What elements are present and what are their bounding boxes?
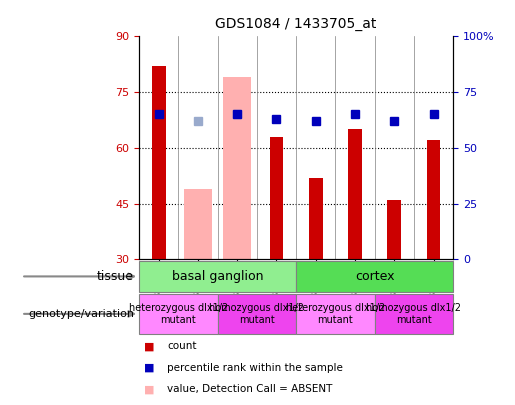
- Text: heterozygous dlx1/2
mutant: heterozygous dlx1/2 mutant: [129, 303, 228, 325]
- Text: ■: ■: [144, 363, 154, 373]
- Text: percentile rank within the sample: percentile rank within the sample: [167, 363, 344, 373]
- Bar: [139, 294, 217, 334]
- Text: genotype/variation: genotype/variation: [28, 309, 134, 319]
- Bar: [139, 261, 296, 292]
- Text: heterozygous dlx1/2
mutant: heterozygous dlx1/2 mutant: [286, 303, 385, 325]
- Text: homozygous dlx1/2
mutant: homozygous dlx1/2 mutant: [367, 303, 461, 325]
- Bar: [309, 177, 322, 259]
- Bar: [375, 294, 453, 334]
- Text: basal ganglion: basal ganglion: [172, 270, 263, 283]
- Bar: [184, 189, 212, 259]
- Text: value, Detection Call = ABSENT: value, Detection Call = ABSENT: [167, 384, 333, 394]
- Title: GDS1084 / 1433705_at: GDS1084 / 1433705_at: [215, 17, 377, 31]
- Bar: [348, 129, 362, 259]
- Bar: [270, 137, 283, 259]
- Text: homozygous dlx1/2
mutant: homozygous dlx1/2 mutant: [210, 303, 304, 325]
- Bar: [217, 294, 296, 334]
- Bar: [427, 141, 440, 259]
- Bar: [152, 66, 165, 259]
- Bar: [387, 200, 401, 259]
- Text: ■: ■: [144, 341, 154, 351]
- Text: tissue: tissue: [97, 270, 134, 283]
- Text: count: count: [167, 341, 197, 351]
- Bar: [296, 294, 375, 334]
- Text: ■: ■: [144, 384, 154, 394]
- Text: cortex: cortex: [355, 270, 394, 283]
- Bar: [224, 77, 251, 259]
- Bar: [296, 261, 453, 292]
